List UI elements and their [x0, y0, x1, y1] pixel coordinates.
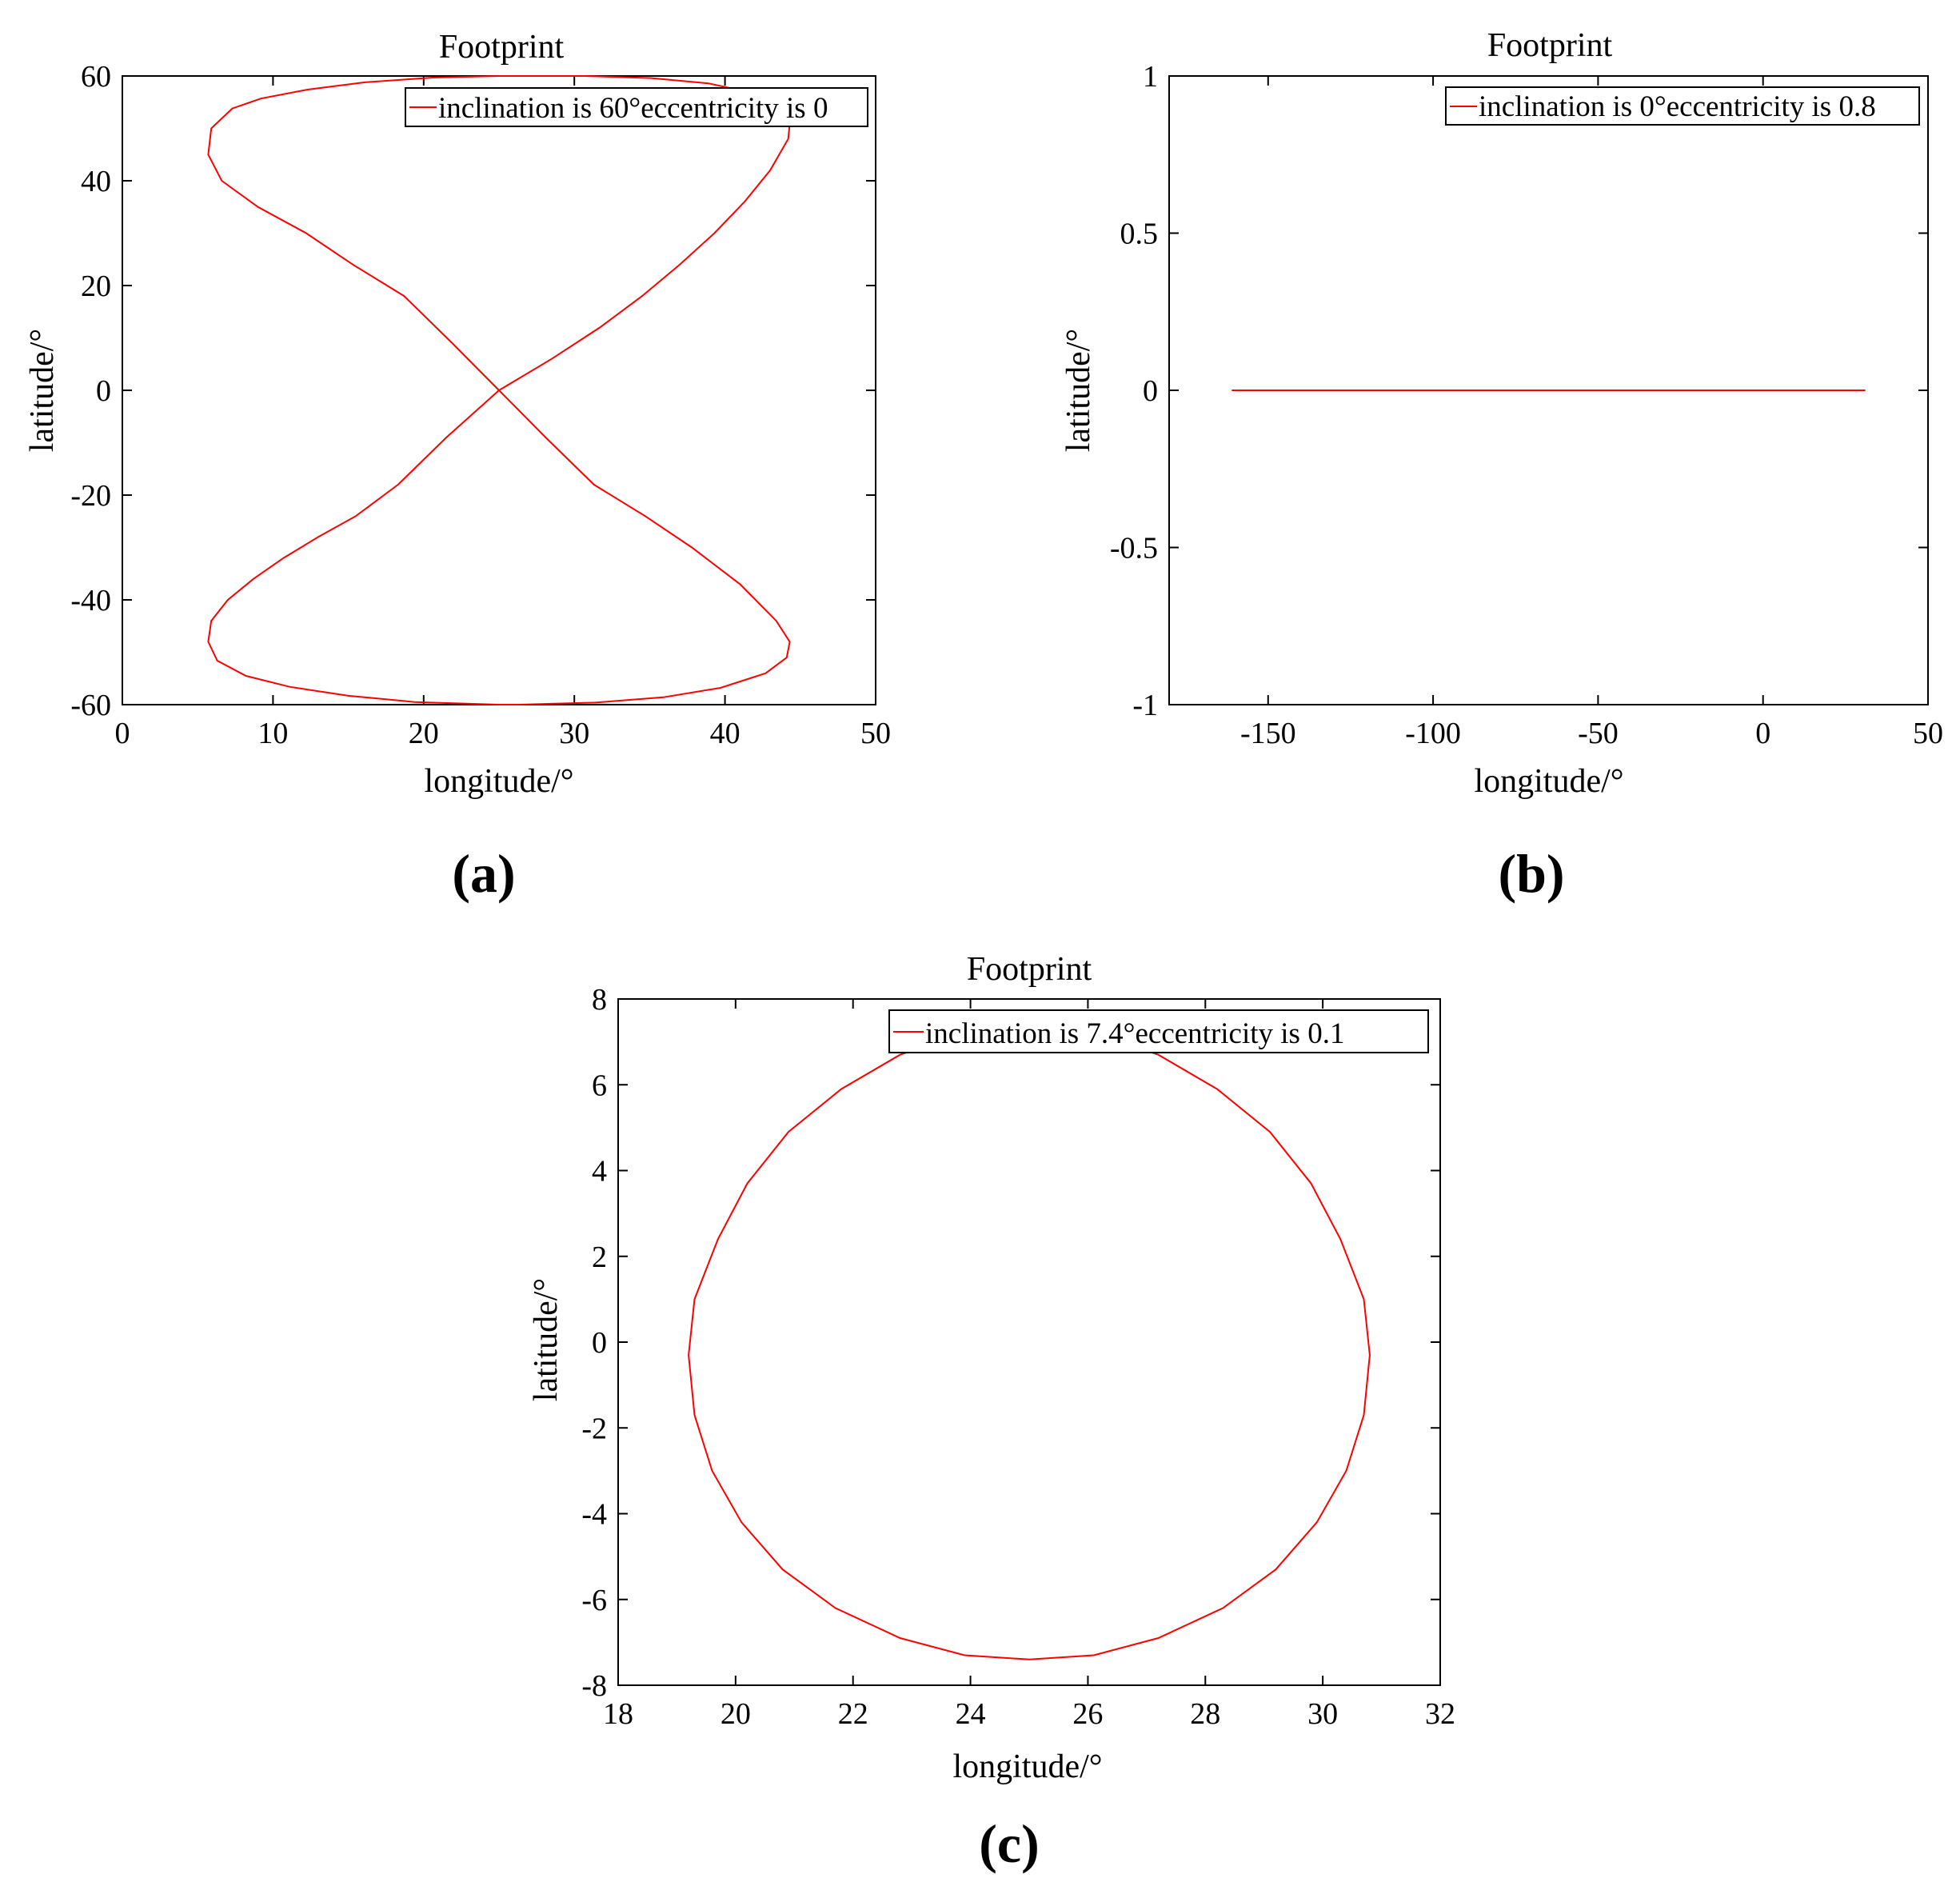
panel-c-y-ticks: -8 -6 -4 -2 0 2 4 6 8	[581, 983, 1440, 1703]
panel-b-label: (b)	[1498, 843, 1564, 904]
panel-c-x-ticks: 18 20 22 24 26 28 30 32	[603, 999, 1455, 1731]
panel-b-y-tick-label: -0.5	[1110, 532, 1158, 565]
panel-b-x-axis-label: longitude/°	[1474, 763, 1623, 800]
panel-c-y-tick-label: 0	[592, 1326, 607, 1360]
panel-b-y-axis-label: latitude/°	[1060, 329, 1097, 452]
panel-c-y-tick-label: -2	[581, 1412, 607, 1445]
panel-c-x-tick-label: 26	[1072, 1697, 1103, 1731]
panel-b-y-tick-label: 0.5	[1120, 218, 1159, 251]
panel-a-y-tick-label: 40	[81, 165, 111, 198]
panel-a-y-tick-label: -20	[70, 479, 111, 513]
panel-c-y-tick-label: -8	[581, 1669, 607, 1703]
panel-a-legend-label: inclination is 60°eccentricity is 0	[438, 92, 828, 125]
panel-a-legend-box	[405, 87, 868, 127]
panel-a-x-axis-label: longitude/°	[424, 763, 573, 800]
panel-c-x-tick-label: 24	[956, 1697, 986, 1731]
panel-b-x-tick-label: -150	[1240, 717, 1296, 750]
panel-a-x-tick-label: 10	[257, 717, 288, 750]
panel-b-title: Footprint	[1487, 27, 1613, 64]
panel-b-x-ticks: -150 -100 -50 0 50	[1240, 76, 1943, 750]
panel-a-x-tick-label: 0	[115, 717, 130, 750]
panel-a-x-tick-label: 50	[860, 717, 891, 750]
panel-a-y-tick-label: -40	[70, 584, 111, 617]
panel-a-label: (a)	[452, 843, 515, 904]
panel-c-y-tick-label: 2	[592, 1241, 607, 1274]
panel-b-legend-label: inclination is 0°eccentricity is 0.8	[1479, 90, 1876, 123]
panel-c-x-tick-label: 22	[838, 1697, 868, 1731]
panel-a-x-tick-label: 30	[559, 717, 589, 750]
panel-b: Footprint -150 -100 -50 0 50 -1 -0.5 0 0.5 1 inc…	[1060, 27, 1943, 904]
panel-c-y-tick-label: 8	[592, 983, 607, 1017]
panel-a-y-tick-label: -60	[70, 689, 111, 722]
panel-b-x-tick-label: -100	[1405, 717, 1461, 750]
panel-a-x-ticks: 0 10 20 30 40 50	[115, 76, 891, 750]
panel-a-x-tick-label: 20	[409, 717, 439, 750]
panel-c-y-tick-label: -6	[581, 1584, 607, 1617]
panel-c-legend-label: inclination is 7.4°eccentricity is 0.1	[925, 1017, 1344, 1050]
panel-a-y-axis-label: latitude/°	[24, 329, 61, 452]
panel-c-x-tick-label: 28	[1190, 1697, 1220, 1731]
panel-b-x-tick-label: -50	[1578, 717, 1619, 750]
panel-b-legend-box	[1445, 86, 1920, 126]
panel-a-y-ticks: -60 -40 -20 0 20 40 60	[70, 60, 876, 722]
panel-c-y-tick-label: 6	[592, 1069, 607, 1102]
panel-b-y-tick-label: 1	[1143, 60, 1158, 94]
panel-c-x-tick-label: 30	[1307, 1697, 1338, 1731]
panel-c-y-tick-label: -4	[581, 1498, 607, 1532]
panel-b-x-tick-label: 50	[1913, 717, 1943, 750]
panel-c-y-tick-label: 4	[592, 1155, 607, 1189]
panel-a-y-tick-label: 20	[81, 270, 111, 303]
panel-a-y-tick-label: 0	[96, 374, 111, 408]
panel-c-series-line	[688, 1024, 1371, 1660]
panel-c-x-tick-label: 20	[721, 1697, 751, 1731]
panel-c-title: Footprint	[967, 951, 1092, 988]
panel-b-y-ticks: -1 -0.5 0 0.5 1	[1110, 60, 1928, 722]
panel-b-y-tick-label: 0	[1143, 374, 1158, 408]
panel-c-x-tick-label: 32	[1425, 1697, 1455, 1731]
panel-b-legend: inclination is 0°eccentricity is 0.8	[1445, 86, 1920, 126]
panel-c-label: (c)	[979, 1813, 1039, 1874]
panel-a-y-tick-label: 60	[81, 60, 111, 94]
panel-c-y-axis-label: latitude/°	[528, 1278, 565, 1401]
panel-c-x-tick-label: 18	[603, 1697, 633, 1731]
panel-b-y-tick-label: -1	[1132, 689, 1158, 722]
panel-c-legend-box	[888, 1009, 1429, 1053]
panel-c-x-axis-label: longitude/°	[952, 1748, 1102, 1785]
panel-a-legend: inclination is 60°eccentricity is 0	[405, 87, 868, 127]
panel-c-plot-area	[617, 998, 1441, 1686]
panel-a: Footprint 0 10 20 30 40 50 -60 -40 -20 0 20 40 60 i…	[24, 29, 891, 904]
panel-c-legend: inclination is 7.4°eccentricity is 0.1	[888, 1009, 1429, 1053]
panel-b-x-tick-label: 0	[1755, 717, 1770, 750]
panel-a-title: Footprint	[439, 29, 565, 66]
panel-a-x-tick-label: 40	[710, 717, 740, 750]
panel-c: Footprint 18 20 22 24 26 28 30 32 -8-6-4-202468…	[528, 951, 1455, 1874]
